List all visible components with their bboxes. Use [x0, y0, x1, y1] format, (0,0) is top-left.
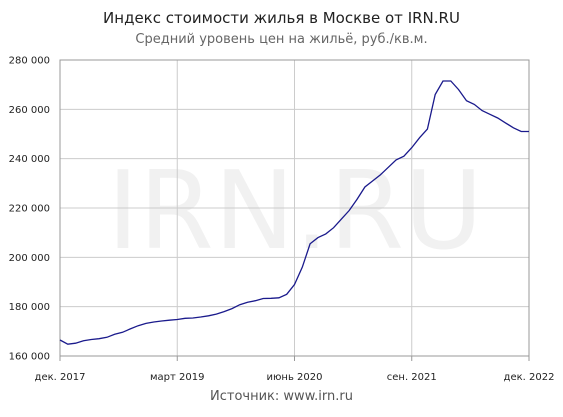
x-tick-label: март 2019	[150, 372, 204, 383]
grid-lines	[60, 60, 529, 356]
series-line	[59, 80, 529, 345]
y-tick-label: 180 000	[9, 302, 50, 313]
x-tick-label: сен. 2021	[387, 372, 437, 383]
y-tick-label: 160 000	[9, 352, 50, 363]
x-axis: дек. 2017 март 2019 июнь 2020 сен. 2021 дек.…	[35, 356, 555, 383]
source-note: Источник: www.irn.ru	[210, 389, 353, 404]
y-tick-label: 280 000	[9, 56, 50, 67]
x-tick-label: дек. 2017	[35, 372, 86, 383]
chart-subtitle: Средний уровень цен на жильё, руб./кв.м.	[135, 32, 428, 47]
y-tick-label: 200 000	[9, 253, 50, 264]
x-tick-label: июнь 2020	[267, 372, 323, 383]
x-tick-label: дек. 2022	[504, 372, 555, 383]
chart-title: Индекс стоимости жилья в Москве от IRN.R…	[103, 9, 460, 27]
y-tick-label: 240 000	[9, 154, 50, 165]
y-tick-label: 260 000	[9, 105, 50, 116]
y-tick-label: 220 000	[9, 204, 50, 215]
y-axis: 160 000 180 000 200 000 220 000 240 000 260 0…	[9, 56, 50, 363]
